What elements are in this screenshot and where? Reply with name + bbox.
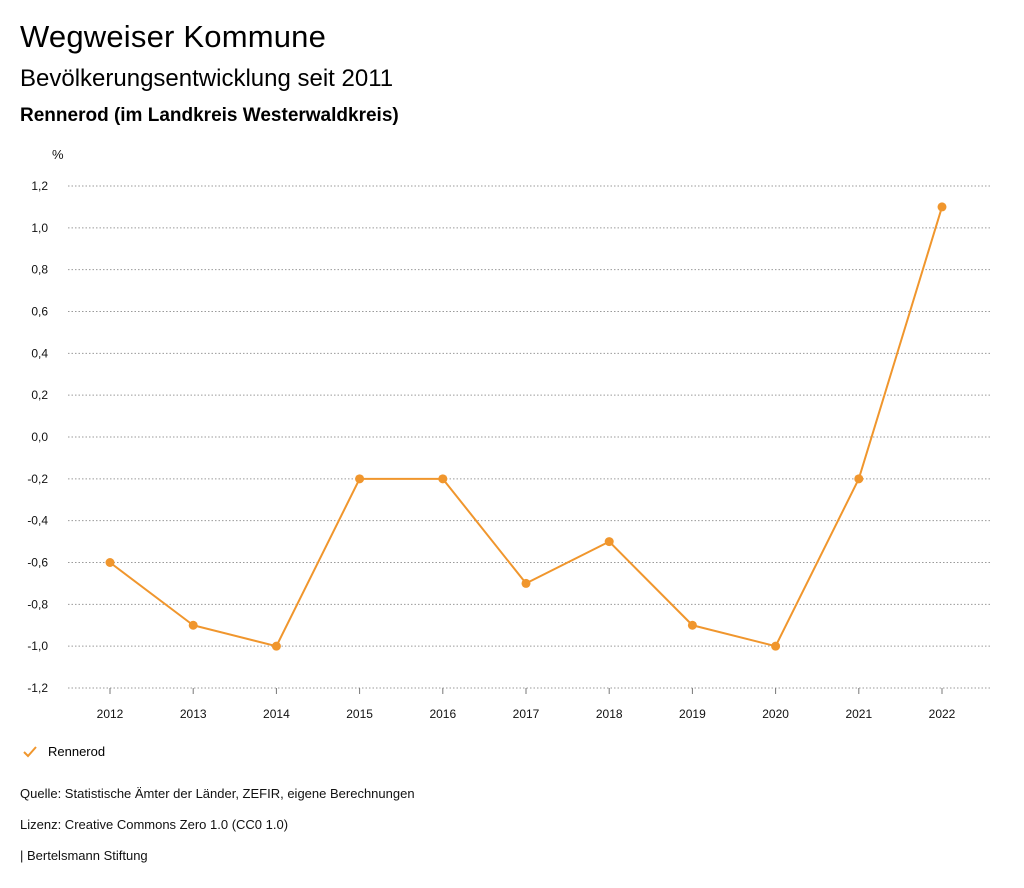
x-tick-label: 2013 bbox=[180, 707, 207, 721]
data-point bbox=[687, 620, 697, 630]
check-mark-icon bbox=[23, 745, 37, 757]
x-tick-label: 2020 bbox=[762, 707, 789, 721]
data-point bbox=[105, 558, 115, 567]
x-tick-label: 2017 bbox=[513, 707, 540, 721]
legend[interactable]: Rennerod bbox=[22, 744, 105, 759]
y-tick-label: -0,6 bbox=[27, 556, 48, 570]
x-tick-label: 2014 bbox=[263, 707, 290, 721]
y-tick-label: 0,0 bbox=[31, 430, 48, 444]
data-point bbox=[521, 578, 531, 588]
x-tick-label: 2015 bbox=[346, 707, 373, 721]
x-tick-label: 2019 bbox=[679, 707, 706, 721]
x-tick-label: 2012 bbox=[97, 707, 124, 721]
y-tick-label: -0,2 bbox=[27, 472, 48, 486]
y-tick-label: 0,8 bbox=[31, 263, 48, 277]
license-note: Lizenz: Creative Commons Zero 1.0 (CC0 1… bbox=[20, 817, 289, 832]
x-tick-label: 2018 bbox=[596, 707, 623, 721]
chart-subtitle: Bevölkerungsentwicklung seit 2011 bbox=[20, 65, 394, 92]
x-tick-label: 2021 bbox=[845, 707, 872, 721]
y-axis-unit: % bbox=[52, 147, 64, 162]
y-tick-label: 1,2 bbox=[31, 179, 48, 193]
source-note: Quelle: Statistische Ämter der Länder, Z… bbox=[20, 786, 415, 801]
y-tick-label: 0,6 bbox=[31, 305, 48, 319]
data-point bbox=[937, 202, 947, 212]
line-chart: % 1,2 1,0 0,8 0,6 0,4 0,2 0,0 -0,2 -0,4 -0,6 -0,8 -1… bbox=[27, 147, 990, 721]
data-point bbox=[438, 474, 448, 484]
data-point bbox=[271, 641, 281, 651]
legend-label: Rennerod bbox=[48, 744, 106, 759]
y-tick-label: -1,0 bbox=[27, 639, 48, 653]
region-label: Rennerod (im Landkreis Westerwaldkreis) bbox=[20, 105, 399, 126]
x-tick-label: 2016 bbox=[429, 707, 456, 721]
data-point bbox=[604, 537, 614, 547]
data-point bbox=[771, 641, 781, 651]
x-tick-label: 2022 bbox=[929, 707, 956, 721]
y-tick-label: 1,0 bbox=[31, 221, 48, 235]
credit-note: | Bertelsmann Stiftung bbox=[20, 848, 148, 863]
y-tick-label: -0,8 bbox=[27, 597, 48, 611]
y-tick-label: 0,4 bbox=[31, 346, 48, 360]
y-tick-label: -1,2 bbox=[27, 681, 48, 695]
data-point bbox=[355, 474, 365, 484]
data-point bbox=[188, 620, 198, 630]
data-point bbox=[854, 474, 864, 484]
y-tick-label: -0,4 bbox=[27, 514, 48, 528]
y-tick-label: 0,2 bbox=[31, 388, 48, 402]
chart-title: Wegweiser Kommune bbox=[20, 19, 327, 54]
